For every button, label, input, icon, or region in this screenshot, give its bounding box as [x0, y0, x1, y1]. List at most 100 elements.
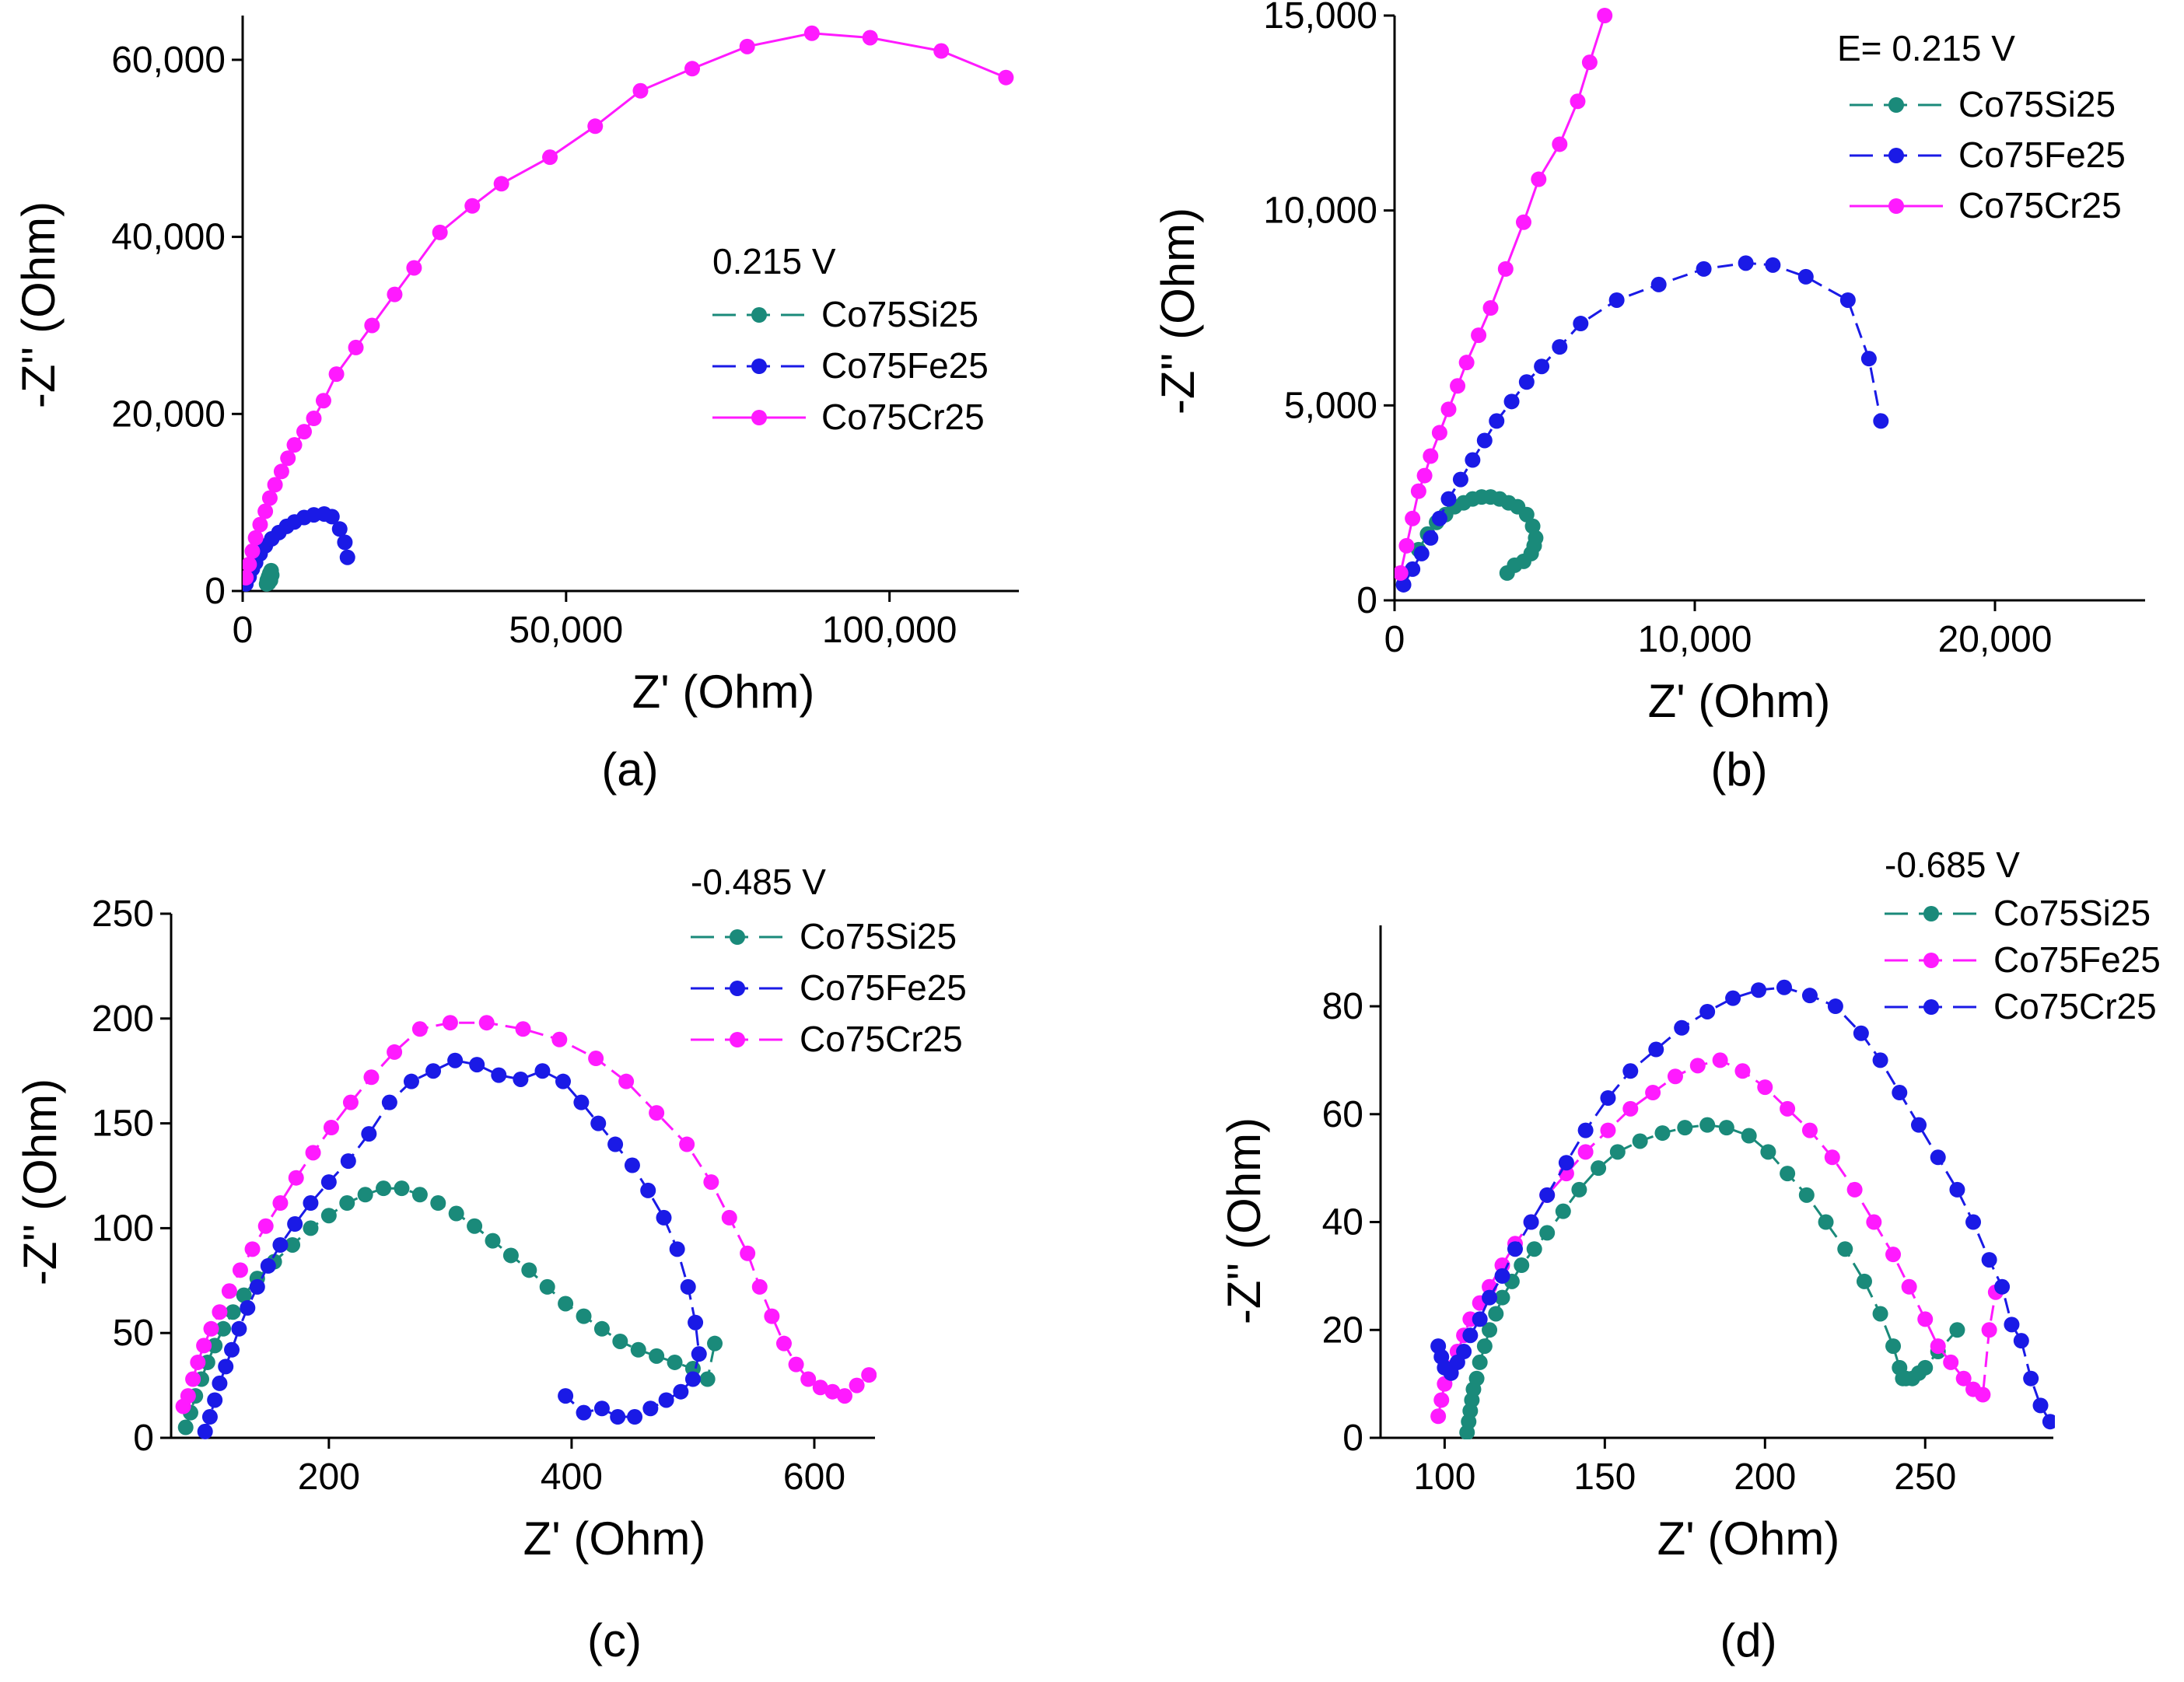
x-tick-label: 200	[298, 1456, 360, 1498]
data-point	[862, 30, 878, 46]
legend-swatch-marker	[1923, 906, 1939, 921]
data-point	[688, 1314, 704, 1331]
legend-entry: Co75Si25	[1993, 893, 2151, 933]
x-tick-label: 10,000	[1638, 619, 1752, 660]
legend-swatch-marker	[1923, 999, 1939, 1015]
data-point	[328, 366, 345, 383]
data-point	[387, 286, 403, 302]
data-point	[287, 1216, 303, 1233]
data-point	[285, 1236, 301, 1253]
data-point	[1943, 1354, 1959, 1370]
data-point	[361, 1126, 377, 1142]
data-point	[485, 1233, 501, 1249]
data-point	[1917, 1311, 1934, 1327]
y-tick-label: 10,000	[1263, 191, 1377, 232]
data-point	[1405, 510, 1421, 526]
data-point	[1718, 1120, 1734, 1136]
data-point	[1471, 327, 1487, 344]
data-point	[680, 1278, 696, 1295]
data-point	[607, 1136, 624, 1152]
data-point	[247, 530, 264, 546]
series-line	[1465, 1124, 1958, 1433]
data-point	[425, 1063, 442, 1079]
legend-entry: Co75Cr25	[1958, 185, 2122, 226]
panel-label: (a)	[601, 743, 658, 796]
data-point	[764, 1308, 780, 1324]
data-point	[669, 1241, 685, 1257]
data-point	[337, 534, 353, 551]
y-tick-label: 0	[1342, 1418, 1363, 1459]
data-point	[1892, 1085, 1908, 1101]
legend-title: -0.685 V	[1885, 844, 2020, 885]
data-point	[1482, 300, 1499, 316]
data-point	[1872, 1306, 1888, 1322]
data-point	[1591, 1160, 1607, 1177]
data-point	[1981, 1252, 1997, 1268]
data-point	[1410, 483, 1426, 499]
data-point	[1955, 1370, 1972, 1387]
data-point	[306, 411, 322, 426]
data-point	[1458, 355, 1475, 371]
data-point	[1539, 1225, 1556, 1241]
data-point	[1712, 1052, 1728, 1068]
data-point	[1699, 1003, 1716, 1019]
data-point	[1552, 339, 1568, 355]
data-point	[1440, 491, 1457, 507]
data-point	[267, 477, 283, 493]
data-point	[555, 1073, 571, 1089]
data-point	[1526, 1241, 1542, 1257]
y-tick-label: 200	[92, 998, 154, 1040]
data-point	[576, 1308, 592, 1324]
data-point	[215, 1320, 232, 1337]
data-point	[632, 82, 649, 99]
data-point	[1413, 545, 1430, 561]
data-point	[320, 1208, 337, 1224]
data-point	[403, 1073, 419, 1089]
data-point	[703, 1174, 719, 1191]
data-point	[232, 1262, 248, 1278]
legend-title: -0.485 V	[691, 862, 826, 902]
y-tick-label: 15,000	[1263, 0, 1377, 37]
data-point	[539, 1278, 555, 1295]
data-point	[707, 1335, 723, 1352]
data-point	[320, 1174, 337, 1191]
series-Co75Fe25	[1395, 255, 1889, 593]
data-point	[303, 1220, 319, 1236]
data-point	[1482, 1289, 1498, 1306]
data-point	[1949, 1322, 1965, 1338]
plot-area	[243, 25, 1014, 592]
data-point	[1573, 316, 1589, 332]
y-tick-label: 20	[1322, 1310, 1363, 1351]
data-point	[1539, 1187, 1556, 1203]
data-point	[576, 1404, 592, 1421]
data-point	[649, 1105, 665, 1121]
data-point	[231, 1320, 247, 1337]
data-point	[612, 1333, 628, 1349]
data-point	[1524, 518, 1541, 534]
y-axis-label: -Z'' (Ohm)	[12, 201, 65, 408]
data-point	[1395, 565, 1409, 581]
data-point	[1488, 1306, 1504, 1322]
data-point	[515, 1021, 531, 1037]
data-point	[305, 1145, 321, 1161]
data-point	[1523, 1214, 1539, 1230]
data-point	[1430, 1408, 1447, 1425]
data-point	[196, 1338, 212, 1354]
data-point	[323, 1119, 339, 1135]
y-tick-label: 50	[113, 1313, 154, 1354]
data-point	[1824, 1149, 1840, 1166]
data-point	[212, 1304, 228, 1320]
data-point	[1901, 1278, 1917, 1295]
panel-label: (d)	[1720, 1614, 1776, 1666]
data-point	[1837, 1241, 1853, 1257]
data-point	[1751, 982, 1767, 998]
data-point	[1416, 467, 1433, 484]
y-tick-label: 40,000	[111, 217, 226, 258]
data-point	[1440, 401, 1457, 418]
data-point	[1465, 452, 1481, 468]
data-point	[640, 1182, 656, 1198]
data-point	[447, 1052, 464, 1068]
legend-swatch-marker	[1923, 953, 1939, 968]
data-point	[573, 1094, 590, 1110]
data-point	[357, 1187, 373, 1203]
